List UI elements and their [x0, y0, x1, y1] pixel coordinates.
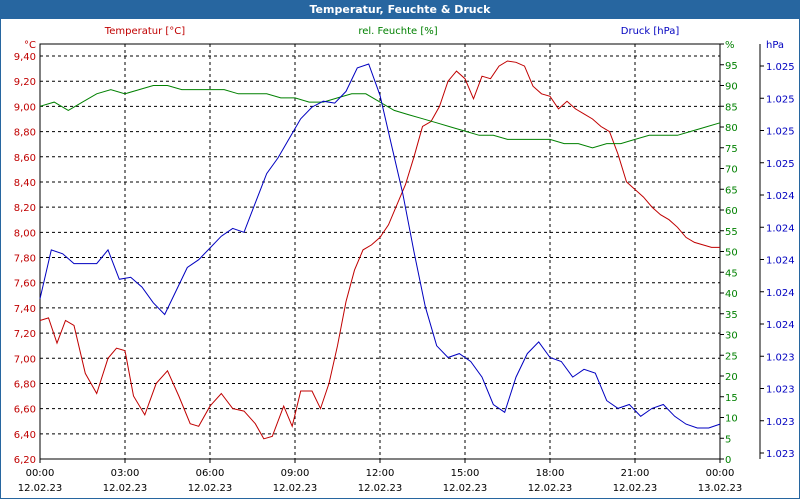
humidity-tick-label: 90 — [725, 82, 738, 93]
x-tick-time: 03:00 — [111, 468, 140, 479]
x-tick-date: 12.02.23 — [188, 483, 233, 494]
temperature-unit-label: °C — [24, 40, 36, 51]
x-tick-date: 12.02.23 — [613, 483, 658, 494]
temperature-tick-label: 9,20 — [14, 77, 36, 88]
temperature-tick-label: 8,80 — [14, 128, 36, 139]
pressure-axis-label: Druck [hPa] — [621, 26, 680, 37]
x-tick-date: 13.02.23 — [698, 483, 743, 494]
humidity-tick-label: 55 — [725, 227, 738, 238]
humidity-tick-label: 75 — [725, 144, 738, 155]
humidity-tick-label: 85 — [725, 102, 738, 113]
x-tick-time: 18:00 — [536, 468, 565, 479]
humidity-line — [39, 85, 721, 149]
pressure-unit-label: hPa — [766, 40, 784, 51]
pressure-tick-label: 1.024 — [766, 288, 795, 299]
x-tick-date: 12.02.23 — [273, 483, 318, 494]
temperature-tick-label: 7,20 — [14, 329, 36, 340]
pressure-tick-label: 1.025 — [766, 62, 795, 73]
humidity-tick-label: 10 — [725, 414, 738, 425]
temperature-tick-label: 7,60 — [14, 279, 36, 290]
temperature-tick-label: 6,80 — [14, 379, 36, 390]
humidity-tick-label: % — [725, 40, 735, 51]
x-tick-time: 15:00 — [451, 468, 480, 479]
temperature-axis-ticks: 9,40 9,20 9,00 8,80 8,60 8,40 8,20 8,00 7,80 7,60… — [14, 52, 36, 466]
x-tick-time: 00:00 — [706, 468, 735, 479]
temperature-tick-label: 7,80 — [14, 254, 36, 265]
humidity-tick-label: 40 — [725, 289, 738, 300]
humidity-tick-label: 70 — [725, 165, 738, 176]
pressure-tick-label: 1.025 — [766, 127, 795, 138]
humidity-tick-label: 95 — [725, 61, 738, 72]
pressure-tick-label: 1.024 — [766, 191, 795, 202]
pressure-tick-label: 1.024 — [766, 320, 795, 331]
humidity-tick-label: 65 — [725, 185, 738, 196]
temperature-tick-label: 8,20 — [14, 203, 36, 214]
x-axis-ticks: 00:00 12.02.23 03:00 12.02.23 06:00 12.02.23 0… — [18, 459, 743, 494]
humidity-tick-label: 25 — [725, 351, 738, 362]
temperature-tick-label: 8,60 — [14, 153, 36, 164]
pressure-tick-label: 1.024 — [766, 256, 795, 267]
temperature-tick-label: 9,00 — [14, 102, 36, 113]
humidity-tick-label: 0 — [725, 455, 731, 466]
humidity-tick-label: 80 — [725, 123, 738, 134]
pressure-tick-label: 1.023 — [766, 449, 795, 460]
x-tick-date: 12.02.23 — [18, 483, 63, 494]
temperature-line — [39, 60, 720, 440]
pressure-tick-label: 1.023 — [766, 352, 795, 363]
x-tick-time: 12:00 — [366, 468, 395, 479]
humidity-tick-label: 15 — [725, 393, 738, 404]
x-tick-date: 12.02.23 — [443, 483, 488, 494]
temperature-tick-label: 8,40 — [14, 178, 36, 189]
x-tick-date: 12.02.23 — [103, 483, 148, 494]
humidity-axis-label: rel. Feuchte [%] — [358, 26, 437, 37]
series-lines — [39, 60, 721, 440]
humidity-tick-label: 5 — [725, 434, 731, 445]
grid — [39, 43, 761, 460]
pressure-tick-label: 1.025 — [766, 94, 795, 105]
pressure-tick-label: 1.023 — [766, 385, 795, 396]
chart-title: Temperatur, Feuchte & Druck — [0, 0, 800, 19]
temperature-tick-label: 6,20 — [14, 455, 36, 466]
humidity-tick-label: 45 — [725, 268, 738, 279]
pressure-tick-label: 1.025 — [766, 159, 795, 170]
x-tick-date: 12.02.23 — [358, 483, 403, 494]
pressure-axis-ticks: 1.025 1.025 1.025 1.025 1.024 1.024 1.024 1.024… — [760, 62, 795, 460]
x-tick-time: 21:00 — [621, 468, 650, 479]
x-tick-time: 06:00 — [196, 468, 225, 479]
temperature-tick-label: 9,40 — [14, 52, 36, 63]
pressure-line — [39, 63, 721, 429]
humidity-tick-label: 30 — [725, 331, 738, 342]
x-tick-time: 00:00 — [26, 468, 55, 479]
temperature-tick-label: 8,00 — [14, 228, 36, 239]
humidity-tick-label: 20 — [725, 372, 738, 383]
pressure-tick-label: 1.024 — [766, 223, 795, 234]
x-tick-time: 09:00 — [281, 468, 310, 479]
humidity-tick-label: 35 — [725, 310, 738, 321]
humidity-tick-label: 50 — [725, 248, 738, 259]
temperature-tick-label: 7,40 — [14, 304, 36, 315]
temperature-tick-label: 7,00 — [14, 354, 36, 365]
temperature-axis-label: Temperatur [°C] — [104, 26, 185, 37]
temperature-tick-label: 6,40 — [14, 430, 36, 441]
x-tick-date: 12.02.23 — [528, 483, 573, 494]
temperature-tick-label: 6,60 — [14, 405, 36, 416]
humidity-tick-label: 60 — [725, 206, 738, 217]
pressure-tick-label: 1.023 — [766, 417, 795, 428]
